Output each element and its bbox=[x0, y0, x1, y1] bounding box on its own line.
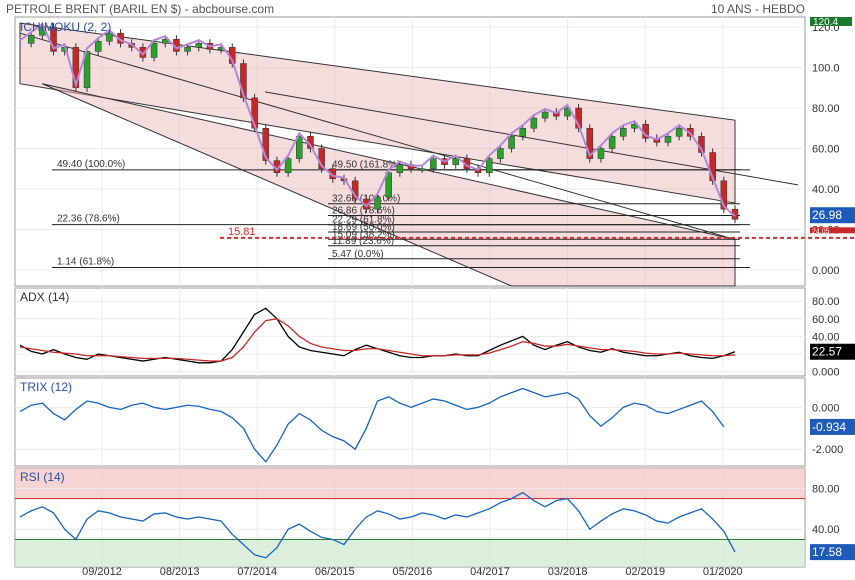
price-candle bbox=[608, 136, 616, 149]
price-candle bbox=[385, 172, 392, 198]
y-tick-label: 80.00 bbox=[812, 296, 840, 308]
price-candle bbox=[94, 41, 102, 52]
indicator-line-1 bbox=[19, 318, 736, 362]
price-candle bbox=[664, 136, 672, 143]
price-candle bbox=[541, 111, 549, 119]
y-tick-label: 80.00 bbox=[812, 483, 840, 495]
price-candle bbox=[106, 32, 113, 42]
fibonacci-label: 49.50 (161.8%) bbox=[332, 160, 400, 171]
last-value-label: -0.934 bbox=[812, 420, 846, 434]
x-tick-label: 08/2013 bbox=[160, 566, 200, 578]
x-tick-label: 04/2017 bbox=[470, 566, 510, 578]
trend-line-diagonal bbox=[19, 32, 736, 240]
x-tick-label: 06/2015 bbox=[315, 566, 355, 578]
price-candle bbox=[530, 117, 538, 129]
price-candle bbox=[497, 148, 504, 159]
support-label: 15.81 bbox=[228, 226, 256, 238]
y-tick-label: 0.000 bbox=[812, 265, 840, 277]
price-candle bbox=[519, 127, 526, 137]
fibonacci-label: 49.40 (100.0%) bbox=[57, 159, 125, 170]
y-tick-label: 60.00 bbox=[812, 314, 840, 326]
rsi-overbought-zone bbox=[15, 468, 805, 499]
red-value-label: 24.05 bbox=[812, 228, 830, 235]
red-value-badge bbox=[810, 227, 855, 234]
y-tick-label: 40.00 bbox=[812, 184, 840, 196]
panel-frame bbox=[14, 377, 806, 467]
indicator-panel-title: TRIX (12) bbox=[20, 380, 72, 394]
y-tick-label: 100.0 bbox=[812, 63, 840, 75]
rsi-oversold-zone bbox=[15, 539, 805, 567]
price-candle bbox=[720, 180, 728, 210]
price-candle bbox=[586, 127, 594, 159]
price-candle bbox=[374, 196, 381, 210]
last-value-label: 17.58 bbox=[812, 545, 842, 559]
x-tick-label: 02/2019 bbox=[625, 566, 665, 578]
fibonacci-label: 11.89 (23.6%) bbox=[332, 236, 394, 247]
y-tick-label: 80.00 bbox=[812, 103, 840, 115]
indicator-line-0 bbox=[19, 387, 725, 463]
y-tick-label: -2.000 bbox=[812, 444, 843, 456]
price-candle bbox=[50, 26, 57, 52]
top-value-badge bbox=[810, 17, 852, 26]
indicator-line-0 bbox=[19, 307, 736, 364]
last-value-badge bbox=[810, 207, 855, 224]
fibonacci-label: 5.47 (0.0%) bbox=[332, 249, 384, 260]
last-value-badge bbox=[810, 418, 855, 435]
x-tick-label: 05/2016 bbox=[393, 566, 433, 578]
y-tick-label: 0.000 bbox=[812, 402, 840, 414]
last-value-badge bbox=[810, 343, 855, 360]
price-candle bbox=[452, 158, 459, 165]
indicator-panel-title: RSI (14) bbox=[20, 470, 65, 484]
price-candle bbox=[150, 43, 158, 58]
last-value-label: 26.98 bbox=[812, 208, 842, 222]
chart-period: 10 ANS - HEBDO bbox=[710, 2, 805, 16]
price-candle bbox=[240, 63, 247, 99]
price-candle bbox=[161, 38, 169, 44]
price-candle bbox=[430, 158, 437, 169]
fibonacci-label: 15.09 (38.2%) bbox=[332, 229, 395, 240]
x-tick-label: 09/2012 bbox=[82, 566, 122, 578]
chart-header: PETROLE BRENT (BARIL EN $) - abcbourse.c… bbox=[0, 0, 855, 16]
price-candle bbox=[709, 152, 716, 182]
price-candle bbox=[396, 164, 404, 173]
last-value-label: 22.57 bbox=[812, 345, 842, 359]
price-candle bbox=[184, 47, 191, 52]
fibonacci-label: 18.69 (50.0%) bbox=[332, 222, 395, 233]
indicator-panel-title: ADX (14) bbox=[20, 290, 69, 304]
price-candle bbox=[418, 168, 426, 171]
price-candle bbox=[675, 127, 683, 137]
y-tick-label: 40.00 bbox=[812, 331, 840, 343]
panel-frame bbox=[14, 287, 806, 377]
panel-frame bbox=[14, 16, 806, 287]
y-tick-label: 0.000 bbox=[812, 367, 840, 379]
x-tick-label: 07/2014 bbox=[237, 566, 277, 578]
top-value-label: 120.4 bbox=[813, 17, 838, 28]
chart-title: PETROLE BRENT (BARIL EN $) - abcbourse.c… bbox=[6, 2, 275, 16]
x-tick-label: 03/2018 bbox=[548, 566, 588, 578]
ichimoku-line bbox=[19, 22, 736, 217]
price-candle bbox=[296, 136, 303, 159]
y-tick-label: 60.00 bbox=[812, 143, 840, 155]
price-candle bbox=[485, 158, 493, 173]
fibonacci-label: 26.86 (78.6%) bbox=[332, 205, 395, 216]
fibonacci-label: 22.36 (78.6%) bbox=[57, 214, 120, 225]
fibonacci-label: 1.14 (61.8%) bbox=[57, 257, 114, 268]
price-panel-title: ICHIMOKU (2, 2) bbox=[20, 20, 111, 34]
fibonacci-label: 22.29 (61.8%) bbox=[332, 215, 395, 226]
indicator-line-0 bbox=[19, 491, 736, 559]
price-candle bbox=[284, 158, 292, 173]
price-candle bbox=[620, 127, 627, 137]
x-tick-label: 01/2020 bbox=[703, 566, 743, 578]
price-candle bbox=[508, 136, 515, 149]
price-candle bbox=[262, 127, 270, 161]
trend-channel-upper bbox=[19, 22, 736, 204]
price-candle bbox=[597, 148, 605, 159]
y-tick-label: 40.00 bbox=[812, 524, 840, 536]
price-candle bbox=[27, 34, 35, 44]
price-candle bbox=[195, 43, 202, 48]
last-value-badge bbox=[810, 544, 855, 561]
